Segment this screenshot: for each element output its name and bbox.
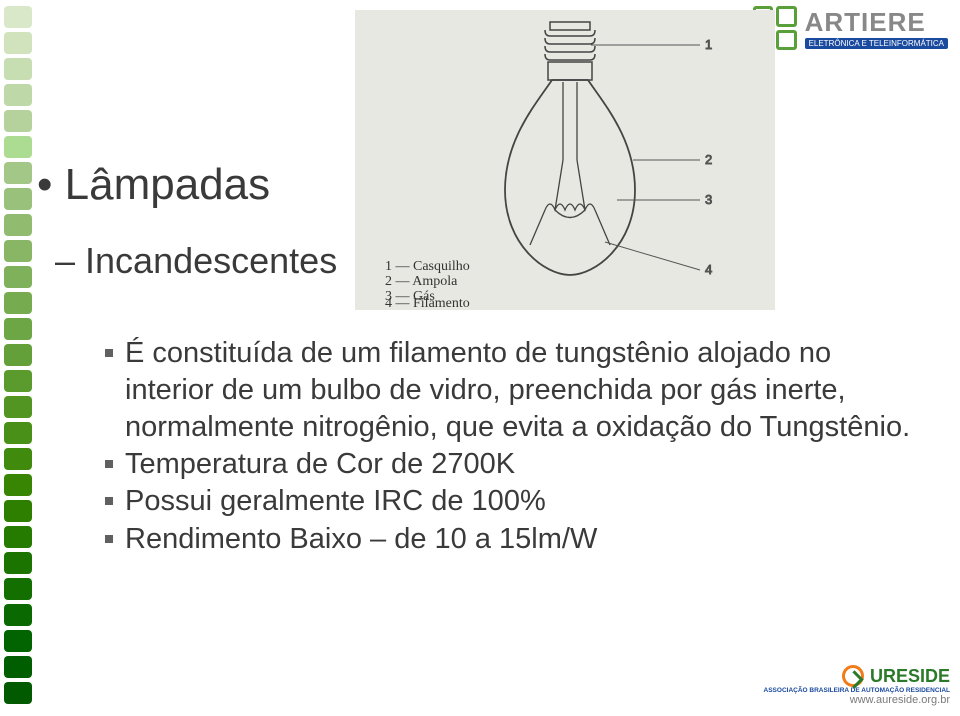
bullet-item: Possui geralmente IRC de 100% — [105, 483, 925, 520]
deco-block — [4, 396, 32, 418]
deco-block — [4, 318, 32, 340]
svg-text:2 — Ampola: 2 — Ampola — [385, 274, 458, 289]
deco-block — [4, 682, 32, 704]
aureside-logo: URESIDE ASSOCIAÇÃO BRASILEIRA DE AUTOMAÇ… — [764, 665, 950, 706]
deco-block — [4, 656, 32, 678]
aureside-url: www.aureside.org.br — [764, 694, 950, 706]
aureside-name: URESIDE — [870, 666, 950, 687]
deco-block — [4, 604, 32, 626]
legend-2-l: Ampola — [412, 274, 458, 289]
bullet-text: Rendimento Baixo – de 10 a 15lm/W — [125, 521, 925, 558]
deco-block — [4, 500, 32, 522]
deco-block — [4, 474, 32, 496]
deco-block — [4, 370, 32, 392]
deco-block — [4, 84, 32, 106]
deco-block — [4, 214, 32, 236]
svg-text:4 — Filamento: 4 — Filamento — [385, 296, 470, 310]
callout-3: 3 — [705, 192, 712, 207]
aureside-sub: ASSOCIAÇÃO BRASILEIRA DE AUTOMAÇÃO RESID… — [764, 687, 950, 694]
legend-4-n: 4 — [385, 296, 392, 310]
bullet-item: Rendimento Baixo – de 10 a 15lm/W — [105, 521, 925, 558]
legend-2-n: 2 — [385, 274, 392, 289]
bullet-item: Temperatura de Cor de 2700K — [105, 446, 925, 483]
bullet-dot — [105, 535, 113, 543]
page-subtitle: – Incandescentes — [55, 240, 355, 282]
deco-block — [4, 136, 32, 158]
left-decoration-strip — [0, 0, 38, 716]
bullet-dot — [105, 349, 113, 357]
deco-block — [4, 292, 32, 314]
deco-block — [4, 422, 32, 444]
deco-block — [4, 552, 32, 574]
legend-4-l: Filamento — [413, 296, 470, 310]
deco-block — [4, 266, 32, 288]
bullet-item: É constituída de um filamento de tungstê… — [105, 335, 925, 446]
deco-block — [4, 240, 32, 262]
deco-block — [4, 344, 32, 366]
bulb-svg: 1 2 3 4 1 — Casquilho 2 — Ampola 3 — Gás… — [355, 10, 775, 310]
deco-block — [4, 578, 32, 600]
bullet-dot — [105, 497, 113, 505]
deco-block — [4, 448, 32, 470]
bullet-list: É constituída de um filamento de tungstê… — [105, 335, 925, 558]
bullet-text: É constituída de um filamento de tungstê… — [125, 335, 925, 446]
bullet-dot — [105, 460, 113, 468]
deco-block — [4, 630, 32, 652]
deco-block — [4, 58, 32, 80]
deco-block — [4, 6, 32, 28]
callout-1: 1 — [705, 37, 712, 52]
callout-2: 2 — [705, 152, 712, 167]
deco-block — [4, 526, 32, 548]
deco-block — [4, 32, 32, 54]
page-title: • Lâmpadas — [37, 160, 355, 210]
callout-4: 4 — [705, 262, 712, 277]
bullet-text: Temperatura de Cor de 2700K — [125, 446, 925, 483]
legend-1-n: 1 — [385, 259, 392, 274]
bullet-text: Possui geralmente IRC de 100% — [125, 483, 925, 520]
legend-1-l: Casquilho — [413, 259, 470, 274]
deco-block — [4, 162, 32, 184]
bulb-diagram: 1 2 3 4 1 — Casquilho 2 — Ampola 3 — Gás… — [355, 10, 775, 315]
deco-block — [4, 188, 32, 210]
aureside-icon — [842, 665, 864, 687]
svg-text:1 — Casquilho: 1 — Casquilho — [385, 259, 470, 274]
deco-block — [4, 110, 32, 132]
